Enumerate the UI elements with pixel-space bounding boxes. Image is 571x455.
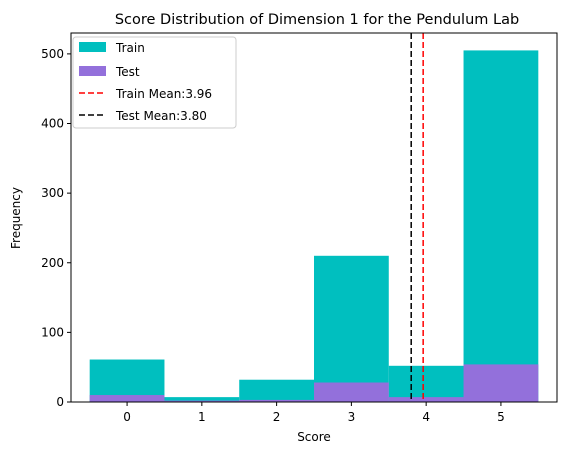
test-bar-4 (388, 397, 464, 402)
legend-label-train-mean: Train Mean:3.96 (115, 87, 212, 101)
test-bar-2 (239, 399, 314, 402)
train-bar-2 (239, 379, 314, 402)
test-bar-5 (463, 364, 539, 402)
train-bar-5 (463, 50, 539, 402)
y-tick-label-100: 100 (41, 325, 64, 339)
y-tick-label-300: 300 (41, 186, 64, 200)
y-axis-label: Frequency (9, 187, 23, 249)
x-tick-label-4: 4 (422, 410, 430, 424)
legend-label-test: Test (115, 65, 140, 79)
train-bars (89, 50, 539, 402)
train-bar-1 (164, 397, 240, 402)
y-axis-ticks: 0 100 200 300 400 500 (41, 47, 71, 409)
train-bar-4 (388, 365, 464, 402)
train-bar-0 (89, 359, 165, 402)
legend-swatch-test (79, 66, 106, 76)
test-bar-0 (89, 395, 165, 402)
y-tick-label-0: 0 (56, 395, 64, 409)
train-bar-3 (314, 255, 389, 402)
y-tick-label-500: 500 (41, 47, 64, 61)
legend-label-test-mean: Test Mean:3.80 (115, 109, 207, 123)
legend: Train Test Train Mean:3.96 Test Mean:3.8… (72, 36, 237, 129)
x-tick-label-3: 3 (348, 410, 356, 424)
x-tick-label-0: 0 (123, 410, 131, 424)
x-axis-ticks: 0 1 2 3 4 5 (123, 402, 505, 424)
chart-title: Score Distribution of Dimension 1 for th… (115, 12, 519, 28)
test-bar-3 (314, 382, 389, 402)
y-tick-label-200: 200 (41, 256, 64, 270)
x-axis-label: Score (297, 430, 331, 444)
test-bar-1 (164, 400, 240, 402)
legend-swatch-train (79, 42, 106, 52)
y-tick-label-400: 400 (41, 117, 64, 131)
legend-box (72, 36, 237, 129)
legend-label-train: Train (115, 41, 145, 55)
test-bars (89, 364, 539, 402)
x-tick-label-1: 1 (198, 410, 206, 424)
x-tick-label-2: 2 (273, 410, 281, 424)
x-tick-label-5: 5 (497, 410, 505, 424)
plot-frame (70, 32, 558, 403)
